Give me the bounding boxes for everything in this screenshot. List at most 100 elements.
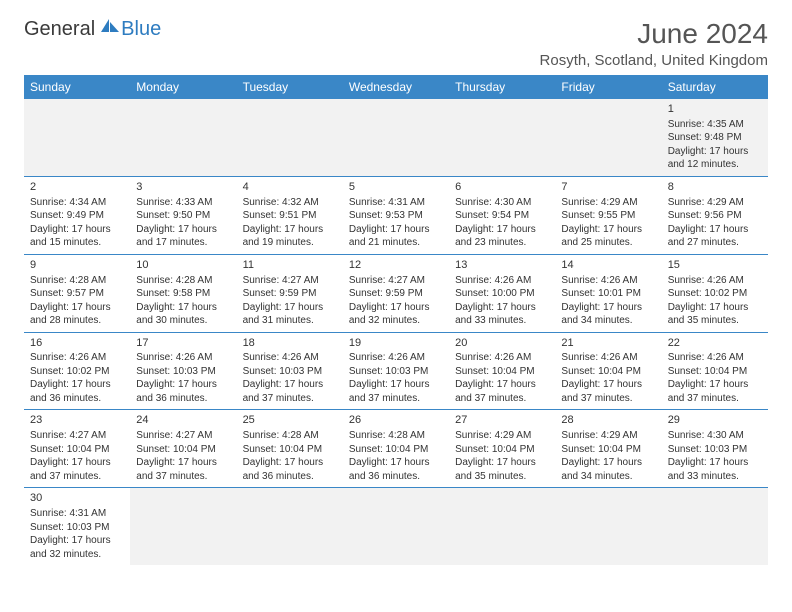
- calendar-day-cell: [24, 99, 130, 176]
- day-number: 21: [561, 336, 655, 351]
- sail-icon: [99, 18, 121, 34]
- sunset-text: Sunset: 10:02 PM: [668, 287, 762, 301]
- day-number: 29: [668, 413, 762, 428]
- sunrise-text: Sunrise: 4:27 AM: [136, 429, 230, 443]
- sunrise-text: Sunrise: 4:26 AM: [668, 351, 762, 365]
- daylight-text: Daylight: 17 hours and 36 minutes.: [243, 456, 337, 483]
- calendar-day-cell: 25Sunrise: 4:28 AMSunset: 10:04 PMDaylig…: [237, 410, 343, 488]
- calendar-day-cell: 9Sunrise: 4:28 AMSunset: 9:57 PMDaylight…: [24, 254, 130, 332]
- daylight-text: Daylight: 17 hours and 21 minutes.: [349, 223, 443, 250]
- sunrise-text: Sunrise: 4:31 AM: [349, 196, 443, 210]
- day-number: 9: [30, 258, 124, 273]
- sunrise-text: Sunrise: 4:27 AM: [30, 429, 124, 443]
- calendar-day-cell: 23Sunrise: 4:27 AMSunset: 10:04 PMDaylig…: [24, 410, 130, 488]
- logo: General Blue: [24, 18, 161, 41]
- sunset-text: Sunset: 9:59 PM: [243, 287, 337, 301]
- daylight-text: Daylight: 17 hours and 34 minutes.: [561, 301, 655, 328]
- calendar-day-cell: 21Sunrise: 4:26 AMSunset: 10:04 PMDaylig…: [555, 332, 661, 410]
- day-header: Wednesday: [343, 75, 449, 99]
- sunset-text: Sunset: 9:58 PM: [136, 287, 230, 301]
- sunset-text: Sunset: 10:04 PM: [243, 443, 337, 457]
- daylight-text: Daylight: 17 hours and 32 minutes.: [30, 534, 124, 561]
- day-header: Sunday: [24, 75, 130, 99]
- day-number: 24: [136, 413, 230, 428]
- calendar-day-cell: 26Sunrise: 4:28 AMSunset: 10:04 PMDaylig…: [343, 410, 449, 488]
- calendar-day-cell: [130, 99, 236, 176]
- calendar-day-cell: [662, 488, 768, 565]
- sunrise-text: Sunrise: 4:26 AM: [561, 274, 655, 288]
- sunset-text: Sunset: 9:55 PM: [561, 209, 655, 223]
- sunset-text: Sunset: 10:04 PM: [455, 443, 549, 457]
- calendar-day-cell: 29Sunrise: 4:30 AMSunset: 10:03 PMDaylig…: [662, 410, 768, 488]
- month-title: June 2024: [540, 18, 768, 50]
- calendar-week-row: 1Sunrise: 4:35 AMSunset: 9:48 PMDaylight…: [24, 99, 768, 176]
- day-header: Saturday: [662, 75, 768, 99]
- logo-text-blue: Blue: [121, 18, 161, 41]
- daylight-text: Daylight: 17 hours and 36 minutes.: [30, 378, 124, 405]
- calendar-day-cell: 27Sunrise: 4:29 AMSunset: 10:04 PMDaylig…: [449, 410, 555, 488]
- sunset-text: Sunset: 10:04 PM: [455, 365, 549, 379]
- calendar-day-cell: 2Sunrise: 4:34 AMSunset: 9:49 PMDaylight…: [24, 176, 130, 254]
- daylight-text: Daylight: 17 hours and 34 minutes.: [561, 456, 655, 483]
- daylight-text: Daylight: 17 hours and 37 minutes.: [136, 456, 230, 483]
- calendar-table: Sunday Monday Tuesday Wednesday Thursday…: [24, 75, 768, 565]
- sunset-text: Sunset: 9:59 PM: [349, 287, 443, 301]
- day-number: 12: [349, 258, 443, 273]
- calendar-day-cell: 11Sunrise: 4:27 AMSunset: 9:59 PMDayligh…: [237, 254, 343, 332]
- day-number: 1: [668, 102, 762, 117]
- day-number: 7: [561, 180, 655, 195]
- sunrise-text: Sunrise: 4:30 AM: [668, 429, 762, 443]
- daylight-text: Daylight: 17 hours and 37 minutes.: [668, 378, 762, 405]
- sunrise-text: Sunrise: 4:29 AM: [455, 429, 549, 443]
- day-number: 28: [561, 413, 655, 428]
- calendar-day-cell: 1Sunrise: 4:35 AMSunset: 9:48 PMDaylight…: [662, 99, 768, 176]
- calendar-day-cell: 24Sunrise: 4:27 AMSunset: 10:04 PMDaylig…: [130, 410, 236, 488]
- sunrise-text: Sunrise: 4:28 AM: [349, 429, 443, 443]
- sunset-text: Sunset: 10:00 PM: [455, 287, 549, 301]
- day-number: 8: [668, 180, 762, 195]
- daylight-text: Daylight: 17 hours and 23 minutes.: [455, 223, 549, 250]
- daylight-text: Daylight: 17 hours and 37 minutes.: [30, 456, 124, 483]
- daylight-text: Daylight: 17 hours and 15 minutes.: [30, 223, 124, 250]
- location-subtitle: Rosyth, Scotland, United Kingdom: [540, 52, 768, 69]
- daylight-text: Daylight: 17 hours and 35 minutes.: [668, 301, 762, 328]
- sunset-text: Sunset: 9:56 PM: [668, 209, 762, 223]
- calendar-day-cell: [237, 488, 343, 565]
- daylight-text: Daylight: 17 hours and 37 minutes.: [349, 378, 443, 405]
- day-number: 6: [455, 180, 549, 195]
- calendar-week-row: 9Sunrise: 4:28 AMSunset: 9:57 PMDaylight…: [24, 254, 768, 332]
- daylight-text: Daylight: 17 hours and 36 minutes.: [136, 378, 230, 405]
- sunrise-text: Sunrise: 4:29 AM: [561, 196, 655, 210]
- sunrise-text: Sunrise: 4:35 AM: [668, 118, 762, 132]
- calendar-week-row: 30Sunrise: 4:31 AMSunset: 10:03 PMDaylig…: [24, 488, 768, 565]
- day-number: 22: [668, 336, 762, 351]
- daylight-text: Daylight: 17 hours and 28 minutes.: [30, 301, 124, 328]
- title-area: June 2024 Rosyth, Scotland, United Kingd…: [540, 18, 768, 69]
- day-header: Friday: [555, 75, 661, 99]
- calendar-day-cell: 5Sunrise: 4:31 AMSunset: 9:53 PMDaylight…: [343, 176, 449, 254]
- sunrise-text: Sunrise: 4:26 AM: [561, 351, 655, 365]
- sunrise-text: Sunrise: 4:28 AM: [243, 429, 337, 443]
- sunrise-text: Sunrise: 4:28 AM: [136, 274, 230, 288]
- day-header: Tuesday: [237, 75, 343, 99]
- daylight-text: Daylight: 17 hours and 33 minutes.: [455, 301, 549, 328]
- daylight-text: Daylight: 17 hours and 25 minutes.: [561, 223, 655, 250]
- calendar-day-cell: 28Sunrise: 4:29 AMSunset: 10:04 PMDaylig…: [555, 410, 661, 488]
- sunrise-text: Sunrise: 4:31 AM: [30, 507, 124, 521]
- sunset-text: Sunset: 9:49 PM: [30, 209, 124, 223]
- daylight-text: Daylight: 17 hours and 35 minutes.: [455, 456, 549, 483]
- calendar-day-cell: 30Sunrise: 4:31 AMSunset: 10:03 PMDaylig…: [24, 488, 130, 565]
- sunset-text: Sunset: 10:04 PM: [668, 365, 762, 379]
- day-number: 10: [136, 258, 230, 273]
- daylight-text: Daylight: 17 hours and 17 minutes.: [136, 223, 230, 250]
- day-header: Monday: [130, 75, 236, 99]
- sunrise-text: Sunrise: 4:30 AM: [455, 196, 549, 210]
- daylight-text: Daylight: 17 hours and 19 minutes.: [243, 223, 337, 250]
- calendar-day-cell: [130, 488, 236, 565]
- calendar-day-cell: [237, 99, 343, 176]
- day-number: 27: [455, 413, 549, 428]
- calendar-day-cell: 3Sunrise: 4:33 AMSunset: 9:50 PMDaylight…: [130, 176, 236, 254]
- sunset-text: Sunset: 10:04 PM: [136, 443, 230, 457]
- calendar-day-cell: 4Sunrise: 4:32 AMSunset: 9:51 PMDaylight…: [237, 176, 343, 254]
- calendar-day-cell: 17Sunrise: 4:26 AMSunset: 10:03 PMDaylig…: [130, 332, 236, 410]
